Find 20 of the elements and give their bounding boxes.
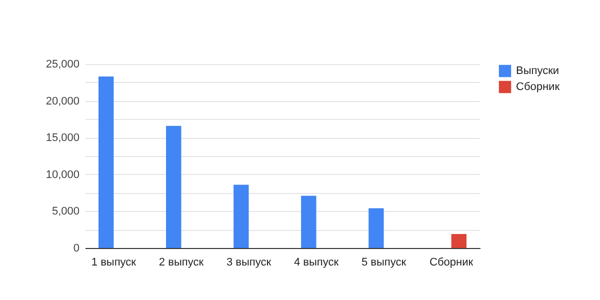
bar xyxy=(234,184,249,248)
bar xyxy=(98,76,114,248)
x-tick-label: 4 выпуск xyxy=(294,256,339,268)
y-tick-label: 10,000 xyxy=(46,168,80,181)
bar xyxy=(368,208,384,248)
bar xyxy=(451,234,466,248)
x-tick-label: 3 выпуск xyxy=(226,256,272,268)
x-tick-label: 1 выпуск xyxy=(91,256,136,268)
legend-label: Сборник xyxy=(516,81,560,93)
x-tick-label: 2 выпуск xyxy=(158,256,204,268)
y-tick-label: 25,000 xyxy=(46,58,80,70)
x-tick-label: Сборник xyxy=(430,256,474,268)
y-tick-label: 15,000 xyxy=(46,132,80,144)
y-tick-label: 0 xyxy=(73,242,80,254)
legend-label: Выпуски xyxy=(516,65,560,77)
x-tick-label: 5 выпуск xyxy=(361,256,406,268)
y-tick-label: 5,000 xyxy=(52,206,80,218)
y-tick-label: 20,000 xyxy=(46,95,80,108)
bar xyxy=(301,196,316,248)
bar xyxy=(166,126,182,248)
